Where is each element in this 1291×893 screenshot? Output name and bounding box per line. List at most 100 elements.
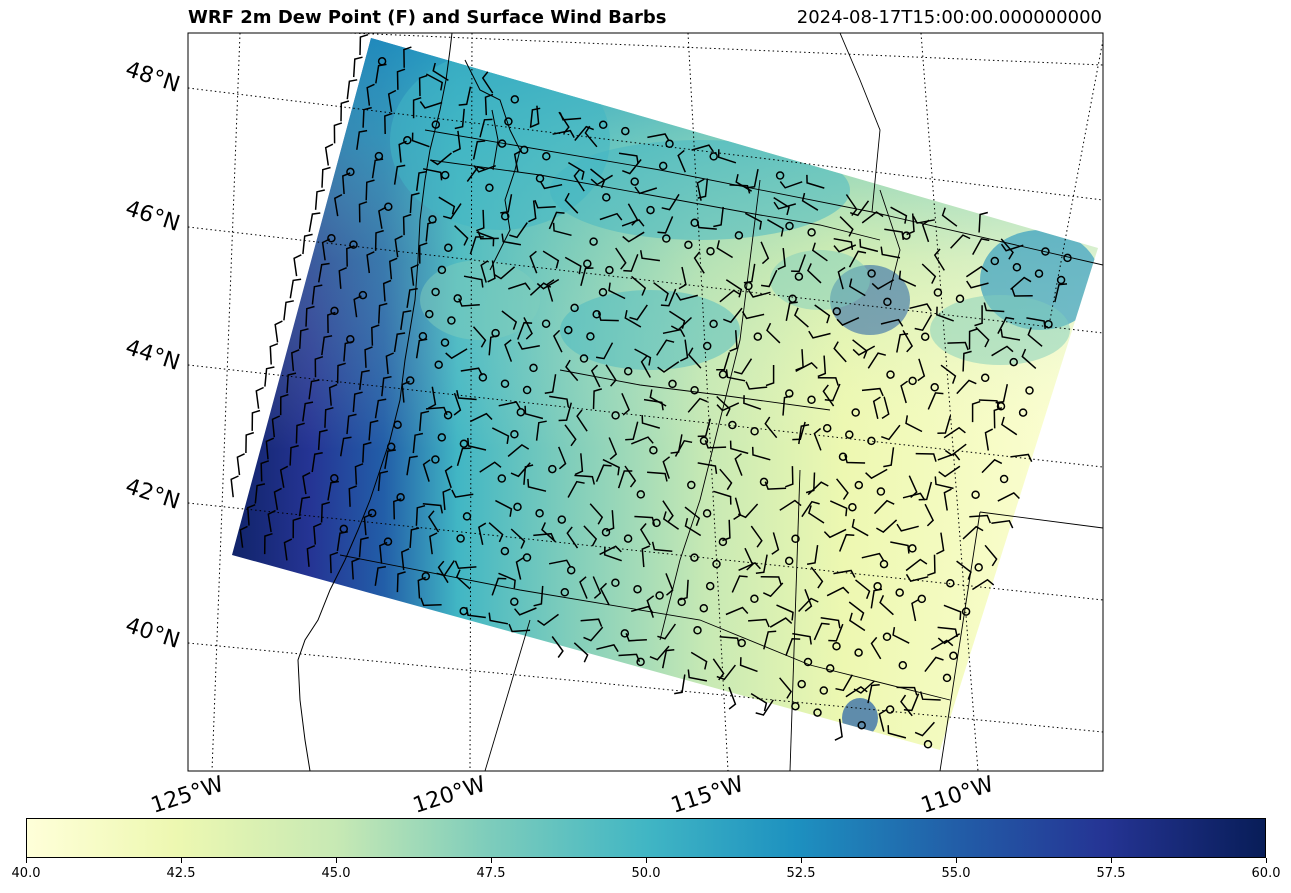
wind-barb (542, 250, 560, 269)
wind-barb (592, 576, 602, 599)
calm-wind-marker (718, 537, 728, 547)
wind-barb (314, 355, 324, 378)
wind-barb (442, 488, 451, 511)
wind-barb (336, 362, 346, 384)
wind-barb (504, 339, 513, 362)
wind-barb (566, 526, 579, 549)
wind-barb (937, 452, 961, 461)
wind-barb (716, 395, 731, 417)
calm-wind-marker (434, 360, 443, 369)
wind-barb (487, 260, 496, 283)
wind-barb (317, 429, 328, 450)
wind-barb (956, 379, 977, 395)
wind-barb (406, 287, 418, 308)
wind-barb (909, 303, 932, 312)
wind-barb (476, 209, 485, 232)
colorbar-tick-mark (335, 858, 337, 863)
calm-wind-marker (605, 265, 614, 275)
wind-barb (627, 203, 639, 226)
colorbar-tick-mark (1265, 858, 1267, 863)
wind-barb (528, 200, 537, 223)
wind-barb (1054, 283, 1068, 303)
colorbar-tick-label: 45.0 (321, 866, 351, 881)
calm-wind-marker (693, 626, 702, 635)
wind-barb (346, 79, 358, 100)
wind-barb (321, 335, 333, 356)
wind-barb (333, 194, 343, 217)
wind-barb (267, 509, 276, 533)
calm-wind-marker (589, 237, 598, 246)
calm-wind-marker (785, 221, 794, 231)
wind-barb (514, 607, 537, 616)
calm-wind-marker (548, 464, 557, 474)
calm-wind-marker (955, 294, 965, 304)
wind-barb (295, 422, 305, 444)
calm-wind-marker (980, 373, 990, 383)
calm-wind-marker (440, 338, 450, 347)
wind-barb (798, 597, 819, 613)
wind-barb (915, 452, 937, 462)
wind-barb (983, 302, 1005, 313)
wind-barb (966, 280, 989, 289)
wind-barb (725, 606, 749, 616)
calm-wind-marker (734, 231, 744, 240)
wind-barb (785, 638, 801, 656)
wind-barb (422, 168, 443, 181)
wind-barb (415, 504, 426, 526)
wind-barb (230, 475, 239, 498)
wind-barb (524, 405, 544, 420)
wind-barb (965, 265, 989, 278)
wind-barb (534, 199, 556, 209)
wind-barb (596, 644, 619, 653)
wind-barb (962, 525, 984, 540)
wind-barb (917, 358, 926, 382)
wind-barb (615, 247, 627, 270)
wind-barb (991, 345, 1014, 357)
wind-barb (558, 402, 573, 422)
wind-barb (409, 192, 420, 214)
calm-wind-marker (832, 307, 842, 316)
wind-barb (264, 366, 275, 387)
colorbar-tick-label: 50.0 (631, 866, 661, 881)
wind-barb (905, 573, 929, 582)
calm-wind-marker (646, 205, 655, 215)
wind-barb (507, 443, 530, 457)
wind-barb (420, 597, 442, 607)
calm-wind-marker (611, 578, 620, 588)
wind-barb (552, 222, 572, 237)
wind-barb (880, 246, 901, 259)
calm-wind-marker (750, 594, 759, 604)
calm-wind-marker (712, 559, 721, 569)
wind-barb (453, 392, 462, 416)
wind-barb (697, 418, 712, 438)
wind-barb (329, 551, 339, 574)
calm-wind-marker (819, 686, 829, 695)
wind-barb (583, 525, 598, 547)
calm-wind-marker (902, 231, 911, 240)
wind-barb (599, 582, 610, 606)
wind-barb (927, 554, 936, 577)
wind-barb (313, 522, 322, 545)
wind-barb (618, 152, 639, 164)
wind-barb (467, 437, 487, 451)
calm-wind-marker (444, 243, 453, 253)
wind-barb (533, 532, 556, 542)
wind-barb (814, 304, 831, 324)
wind-barb (432, 62, 449, 82)
wind-barb (887, 725, 907, 739)
calm-wind-marker (949, 651, 958, 661)
wind-barb (834, 718, 843, 741)
wind-barb (810, 566, 824, 589)
wind-barb (382, 279, 392, 302)
wind-barb (791, 254, 807, 273)
wind-barb (358, 369, 370, 390)
wind-barb (559, 112, 582, 121)
calm-wind-marker (1025, 386, 1034, 395)
wind-barb (425, 73, 444, 91)
wind-barb (881, 396, 890, 420)
wind-barb (883, 447, 895, 468)
wind-barb (914, 314, 933, 332)
wind-barb (900, 380, 909, 404)
wind-barb (822, 384, 835, 407)
